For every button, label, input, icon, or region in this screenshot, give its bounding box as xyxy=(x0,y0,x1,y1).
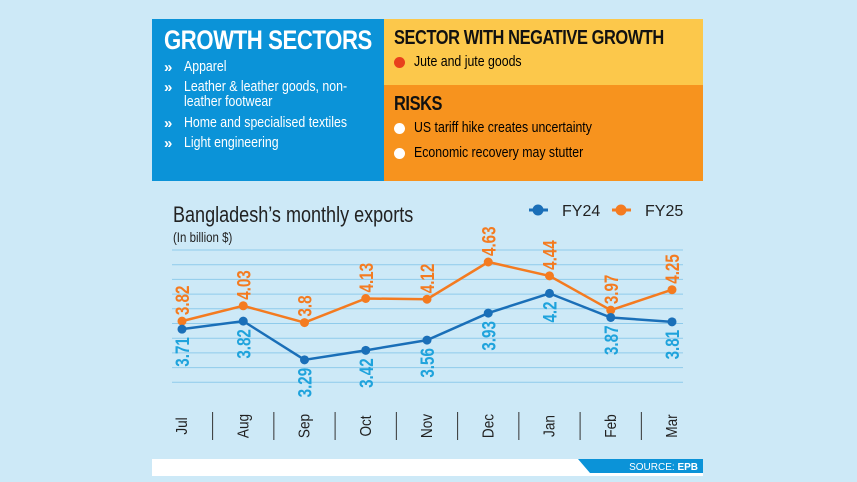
double-chevron-right-icon: » xyxy=(164,135,173,152)
list-item: » Apparel xyxy=(164,59,227,76)
arrow-circle-icon xyxy=(394,148,405,159)
double-chevron-right-icon: » xyxy=(164,79,173,96)
list-item: » Leather & leather goods, non-leather fo… xyxy=(164,79,348,110)
data-point-fy25 xyxy=(177,316,187,326)
legend-label-fy24: FY24 xyxy=(562,203,600,220)
list-item: Jute and jute goods xyxy=(394,55,693,70)
data-point-fy25 xyxy=(238,301,248,311)
data-point-fy24 xyxy=(606,312,616,322)
chart-subtitle: (In billion $) xyxy=(173,229,232,245)
data-point-fy24 xyxy=(300,355,309,365)
data-point-fy25 xyxy=(606,305,616,315)
data-point-fy25 xyxy=(300,318,309,328)
legend: FY24 FY25 xyxy=(529,203,683,220)
double-chevron-right-icon: » xyxy=(164,115,173,132)
legend-label-fy25: FY25 xyxy=(645,203,683,220)
x-tick-label: Jan xyxy=(542,415,559,437)
negative-title: SECTOR WITH NEGATIVE GROWTH xyxy=(394,27,664,49)
data-label-fy25: 4.03 xyxy=(233,270,255,300)
data-point-fy24 xyxy=(361,345,371,355)
source-tag xyxy=(578,459,703,473)
arrow-circle-icon xyxy=(394,123,405,134)
legend-marker-fy24 xyxy=(532,204,544,216)
data-label-fy24: 4.2 xyxy=(539,301,561,322)
data-label-fy24: 3.71 xyxy=(171,337,193,367)
negative-growth-panel: SECTOR WITH NEGATIVE GROWTH Jute and jut… xyxy=(384,19,703,85)
data-label-fy25: 3.8 xyxy=(294,295,316,316)
data-label-fy25: 4.12 xyxy=(416,264,438,294)
list-item: US tariff hike creates uncertainty xyxy=(394,121,693,136)
data-point-fy25 xyxy=(422,294,432,304)
chart-title: Bangladesh’s monthly exports xyxy=(173,203,413,227)
data-point-fy24 xyxy=(545,288,554,298)
data-point-fy25 xyxy=(667,285,677,295)
x-tick-label: Oct xyxy=(358,415,375,437)
x-tick-label: Mar xyxy=(664,414,681,437)
data-label-fy24: 3.93 xyxy=(478,321,500,351)
x-tick-label: Nov xyxy=(419,413,436,438)
data-point-fy24 xyxy=(238,316,248,326)
x-tick-label: Aug xyxy=(235,414,252,438)
x-tick-label: Dec xyxy=(480,413,497,438)
data-point-fy24 xyxy=(422,335,432,345)
risks-panel: RISKS US tariff hike creates uncertainty… xyxy=(384,85,703,181)
growth-sectors-panel: GROWTH SECTORS » Apparel » Leather & leath… xyxy=(152,19,384,181)
data-label-fy24: 3.29 xyxy=(294,368,316,398)
list-item: » Light engineering xyxy=(164,135,279,152)
data-label-fy24: 3.87 xyxy=(600,325,622,355)
data-label-fy25: 3.82 xyxy=(171,286,193,316)
data-label-fy24: 3.42 xyxy=(355,358,377,388)
data-point-fy24 xyxy=(667,317,677,327)
risks-title: RISKS xyxy=(394,93,443,115)
data-label-fy25: 3.97 xyxy=(600,275,622,305)
source-bar: SOURCE: EPB xyxy=(152,459,703,476)
data-point-fy25 xyxy=(545,271,554,281)
double-chevron-right-icon: » xyxy=(164,59,173,76)
data-point-fy24 xyxy=(177,324,187,334)
list-item: Economic recovery may stutter xyxy=(394,146,693,161)
legend-marker-fy25 xyxy=(615,204,627,216)
data-label-fy25: 4.25 xyxy=(661,254,683,284)
data-label-fy24: 3.56 xyxy=(416,348,438,378)
data-label-fy24: 3.81 xyxy=(661,329,683,359)
x-tick-label: Feb xyxy=(603,414,620,437)
data-point-fy24 xyxy=(483,308,493,318)
down-arrow-circle-icon xyxy=(394,57,405,68)
x-tick-label: Jul xyxy=(174,417,191,434)
data-point-fy25 xyxy=(483,257,493,267)
data-label-fy24: 3.82 xyxy=(233,329,255,359)
data-label-fy25: 4.44 xyxy=(539,240,561,270)
list-item: » Home and specialised textiles xyxy=(164,115,348,132)
source-strip xyxy=(152,459,703,476)
data-point-fy25 xyxy=(361,294,371,303)
data-label-fy25: 4.63 xyxy=(478,226,500,256)
data-label-fy25: 4.13 xyxy=(355,263,377,293)
source-text: SOURCE: EPB xyxy=(629,462,698,473)
x-tick-label: Sep xyxy=(297,414,314,438)
